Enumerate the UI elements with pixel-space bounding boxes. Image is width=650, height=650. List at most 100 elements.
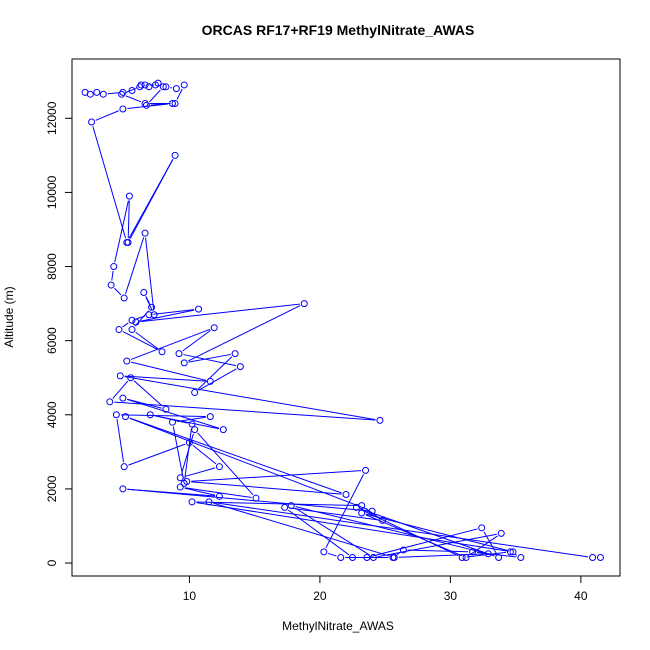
data-point xyxy=(469,548,477,556)
data-point xyxy=(399,546,407,554)
data-point xyxy=(152,81,160,89)
series-segment xyxy=(192,445,217,465)
x-tick-label: 10 xyxy=(183,589,197,603)
series-segment xyxy=(131,361,207,381)
data-point xyxy=(478,524,486,532)
data-point xyxy=(206,413,214,421)
data-point xyxy=(172,85,180,93)
data-point xyxy=(132,318,140,326)
data-point xyxy=(596,553,604,561)
y-axis: 0 2000 4000 6000 8000 10000 12000 xyxy=(45,101,73,566)
data-point xyxy=(110,263,118,271)
series-segment xyxy=(183,354,237,367)
data-point xyxy=(589,553,597,561)
data-point xyxy=(180,81,188,89)
y-tick-label: 6000 xyxy=(45,327,59,354)
data-point xyxy=(358,502,366,510)
data-point xyxy=(300,300,308,308)
series-segment xyxy=(129,417,369,510)
data-point xyxy=(175,350,183,358)
data-point xyxy=(119,394,127,402)
x-axis: 10 20 30 40 xyxy=(183,575,588,603)
data-point xyxy=(484,550,492,558)
data-point xyxy=(150,311,158,319)
series-segment xyxy=(127,488,368,512)
y-axis-label: Altitude (m) xyxy=(2,286,16,347)
data-point xyxy=(195,305,203,313)
data-point xyxy=(145,83,153,91)
data-point xyxy=(171,151,179,159)
series-segment xyxy=(191,470,362,482)
series-segment xyxy=(188,305,301,362)
data-point xyxy=(458,553,466,561)
data-point xyxy=(281,503,289,511)
series-segment xyxy=(114,401,376,421)
data-point xyxy=(121,413,129,421)
y-tick-label: 10000 xyxy=(45,175,59,209)
data-point xyxy=(99,90,107,98)
series-segment xyxy=(125,237,145,294)
data-point xyxy=(506,548,514,556)
y-tick-label: 12000 xyxy=(45,101,59,135)
series-segment xyxy=(124,375,206,382)
series-segment xyxy=(107,92,119,95)
series-segment xyxy=(95,110,119,121)
series-segment xyxy=(129,417,342,494)
series-segment xyxy=(145,237,155,311)
data-point xyxy=(86,90,94,98)
data-point xyxy=(517,553,525,561)
series-segment xyxy=(113,287,122,296)
data-point xyxy=(495,553,503,561)
series-segment xyxy=(325,474,364,549)
y-tick-label: 0 xyxy=(45,559,59,566)
series-segment xyxy=(213,502,391,557)
x-tick-label: 40 xyxy=(574,589,588,603)
y-tick-label: 2000 xyxy=(45,475,59,502)
data-point xyxy=(376,416,384,424)
data-point xyxy=(119,105,127,113)
series-segment xyxy=(360,508,495,557)
data-point xyxy=(215,463,223,471)
data-point xyxy=(119,88,127,96)
series-segment xyxy=(112,380,129,399)
data-point xyxy=(158,348,166,356)
data-point xyxy=(141,81,149,89)
data-point xyxy=(390,553,398,561)
y-tick-label: 8000 xyxy=(45,253,59,280)
data-point xyxy=(337,553,345,561)
series-segment xyxy=(116,419,125,463)
series-segment xyxy=(182,329,211,352)
series-segment xyxy=(213,502,589,558)
series-segment xyxy=(365,507,380,519)
series-segment xyxy=(149,89,161,103)
x-tick-label: 20 xyxy=(313,589,327,603)
series-segment xyxy=(92,126,127,239)
data-point xyxy=(168,418,176,426)
data-point xyxy=(362,466,370,474)
series-segment xyxy=(129,159,174,239)
data-point xyxy=(115,326,123,334)
data-point xyxy=(509,548,517,556)
x-axis-label: MethylNitrate_AWAS xyxy=(282,619,394,633)
data-point xyxy=(128,316,136,324)
series-segment xyxy=(140,303,300,323)
data-point xyxy=(369,553,377,561)
series-segment xyxy=(125,95,142,103)
series-segment xyxy=(184,487,252,499)
data-point xyxy=(141,229,149,237)
series-segment xyxy=(120,414,206,418)
data-point xyxy=(107,281,115,289)
series-segment xyxy=(469,535,498,556)
data-point xyxy=(363,553,371,561)
data-point xyxy=(219,426,227,434)
data-point xyxy=(342,490,350,498)
data-point xyxy=(368,507,376,515)
data-point xyxy=(320,548,328,556)
data-point xyxy=(146,411,154,419)
data-point xyxy=(116,372,124,380)
data-point xyxy=(252,494,260,502)
series-segment xyxy=(135,331,159,350)
data-point xyxy=(349,553,357,561)
series-segment xyxy=(127,103,169,110)
series-segment xyxy=(289,507,379,521)
